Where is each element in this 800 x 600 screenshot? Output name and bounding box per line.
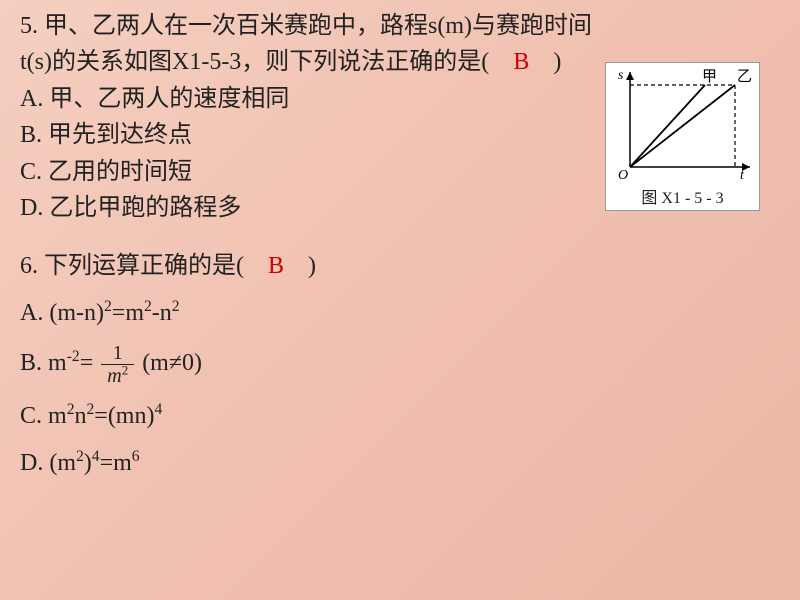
q6-stem: 6. 下列运算正确的是( B ) — [20, 250, 780, 282]
q6c-eq: =(mn) — [94, 403, 154, 429]
label-yi: 乙 — [737, 69, 752, 85]
q6d-e2: 4 — [92, 448, 100, 465]
q6-opt-a: A. (m-n)2=m2-n2 — [20, 297, 780, 329]
q6b-den-exp: 2 — [122, 362, 129, 377]
q6-opt-d: D. (m2)4=m6 — [20, 447, 780, 479]
q6-stem-post: ) — [284, 253, 316, 279]
q6-opt-b: B. m-2= 1 m2 (m≠0) — [20, 343, 780, 386]
q6d-l2: ) — [84, 450, 92, 476]
q6a-l2: =m — [112, 300, 144, 326]
q6b-cond: (m≠0) — [142, 350, 202, 376]
q6a-e1: 2 — [104, 298, 112, 315]
q6a-l1: A. (m-n) — [20, 300, 104, 326]
q5-stem2-pre: t(s)的关系如图X1-5-3，则下列说法正确的是( — [20, 49, 513, 75]
q6b-eq: = — [80, 350, 94, 376]
q6d-eq: =m — [100, 450, 132, 476]
figure-x1-5-3: s 甲 乙 O t 图 X1 - 5 - 3 — [605, 62, 760, 211]
axis-origin: O — [618, 168, 628, 182]
q6a-l3: -n — [152, 300, 172, 326]
figure-caption: 图 X1 - 5 - 3 — [610, 184, 755, 208]
q6d-e1: 2 — [76, 448, 84, 465]
q6c-l2: n — [74, 403, 86, 429]
q6a-e2: 2 — [144, 298, 152, 315]
q6d-e3: 6 — [132, 448, 140, 465]
q6b-den: m2 — [101, 365, 134, 386]
q6b-fraction: 1 m2 — [101, 343, 134, 386]
q5-answer: B — [513, 49, 529, 75]
q6c-l1: C. m — [20, 403, 67, 429]
q6-answer: B — [268, 253, 284, 279]
q6b-e1: -2 — [67, 348, 80, 365]
q6b-num: 1 — [101, 343, 134, 365]
q6d-l1: D. (m — [20, 450, 76, 476]
axis-y-label: s — [618, 68, 624, 83]
q5-stem2-post: ) — [529, 49, 561, 75]
q6-opt-c: C. m2n2=(mn)4 — [20, 400, 780, 432]
q6-stem-pre: 6. 下列运算正确的是( — [20, 253, 268, 279]
q6a-e3: 2 — [172, 298, 180, 315]
figure-svg: s 甲 乙 O t — [610, 67, 755, 182]
q6c-e3: 4 — [154, 401, 162, 418]
q6b-l1: B. m — [20, 350, 67, 376]
q6b-den-base: m — [107, 365, 121, 387]
label-jia: 甲 — [702, 69, 717, 85]
q5-stem-line1: 5. 甲、乙两人在一次百米赛跑中，路程s(m)与赛跑时间 — [20, 10, 780, 42]
axis-x-label: t — [740, 168, 745, 182]
